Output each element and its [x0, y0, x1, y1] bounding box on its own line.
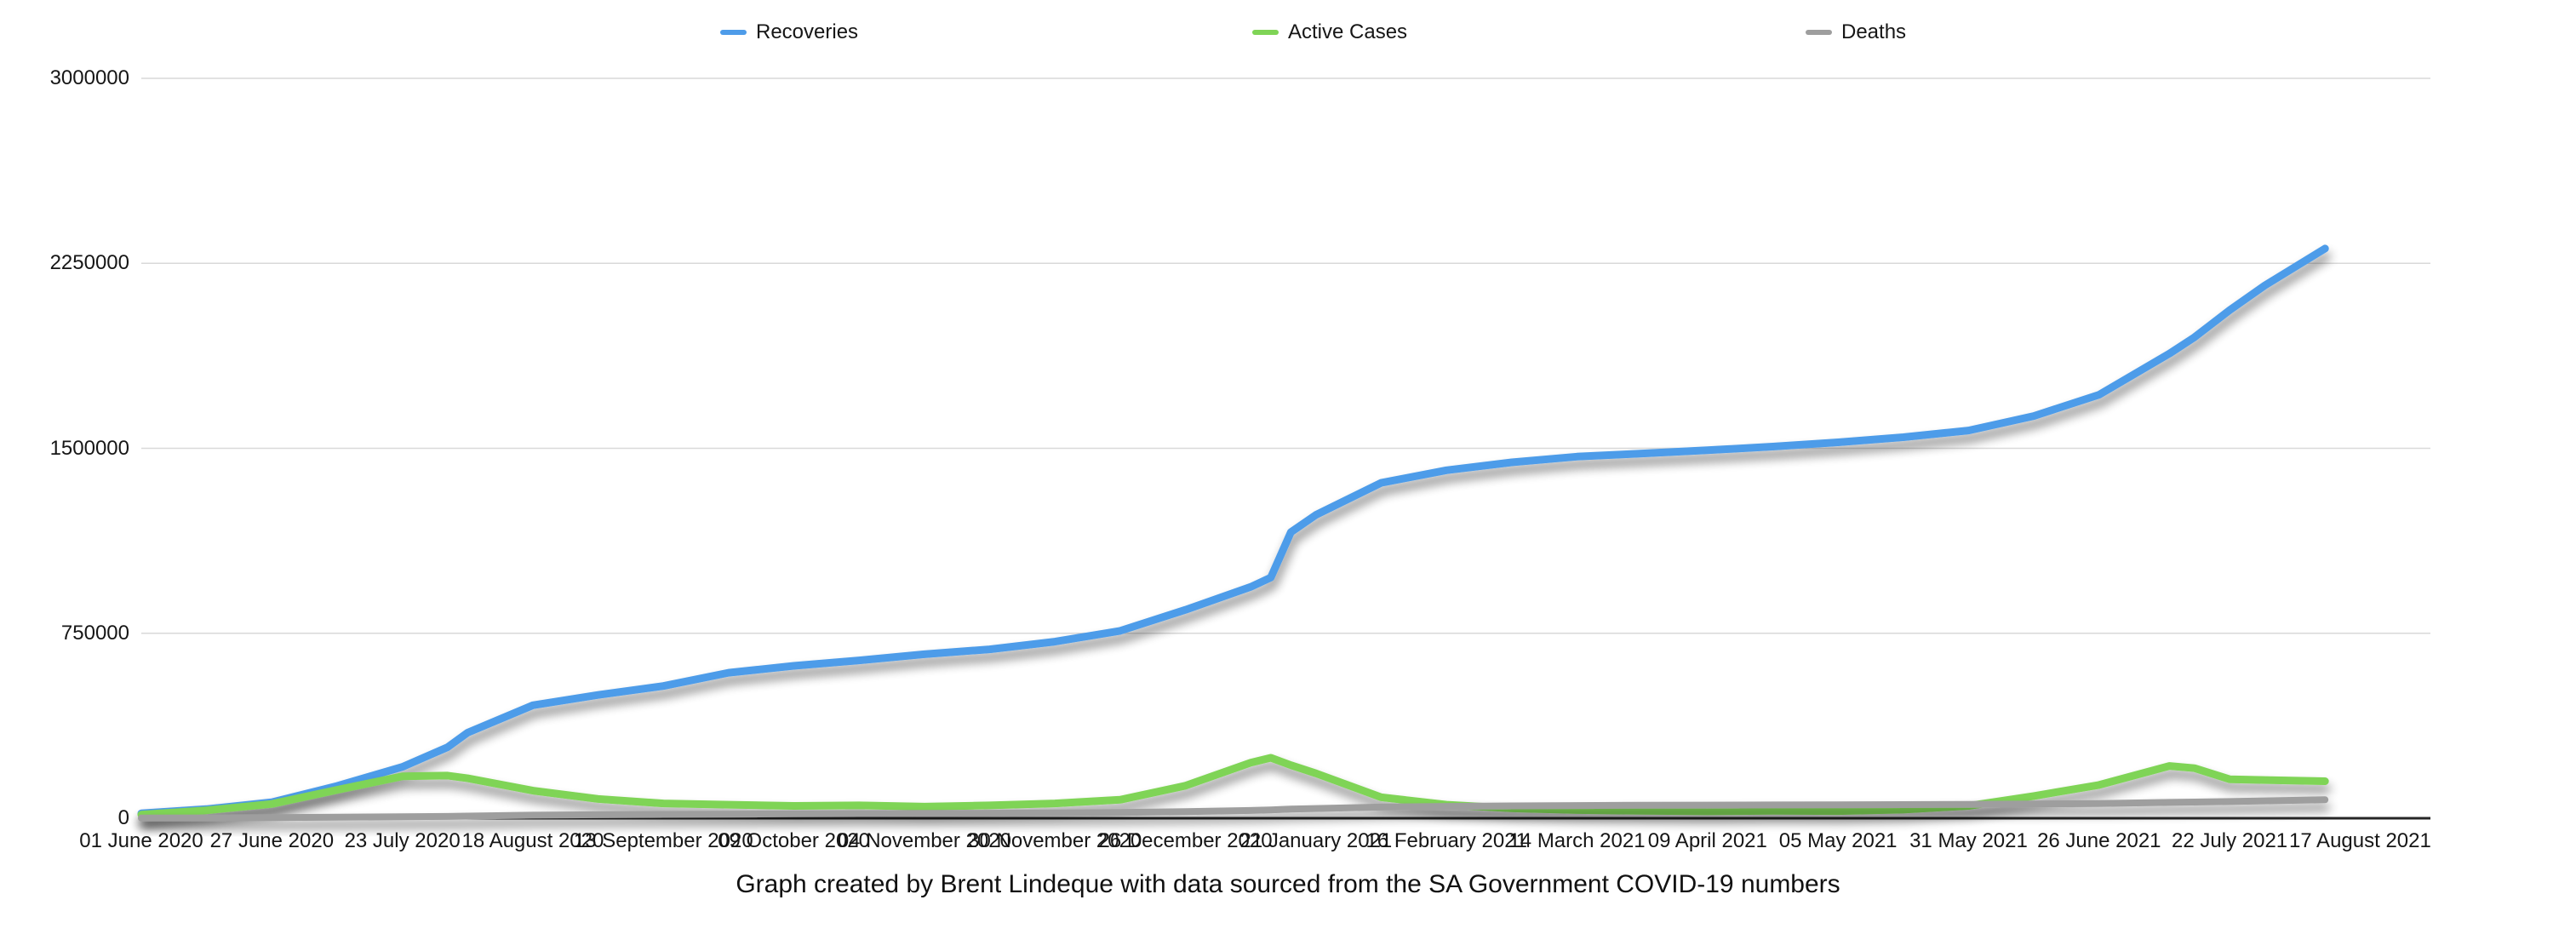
active-cases-line-swatch-icon — [1252, 30, 1279, 35]
y-axis-tick-label: 2250000 — [49, 251, 129, 275]
x-axis-tick-label: 22 July 2021 — [2172, 829, 2288, 852]
gridlines — [141, 77, 2430, 820]
x-axis-tick-label: 30 November 2020 — [968, 829, 1142, 852]
x-axis-tick-label: 23 July 2020 — [344, 829, 461, 852]
legend-item-deaths: Deaths — [1806, 20, 1906, 44]
legend-label-deaths: Deaths — [1841, 20, 1907, 43]
x-axis-tick-label: 05 May 2021 — [1778, 829, 1898, 852]
series-line-recoveries — [137, 244, 2329, 817]
recoveries-line-swatch-icon — [720, 30, 747, 35]
series-line-active-cases — [137, 754, 2329, 819]
x-axis-tick-label: 31 May 2021 — [1909, 829, 2028, 852]
x-axis-tick-label: 17 August 2021 — [2289, 829, 2431, 852]
legend-item-active-cases: Active Cases — [1252, 20, 1407, 44]
legend-label-recoveries: Recoveries — [756, 20, 859, 43]
y-axis-tick-label: 1500000 — [49, 436, 129, 460]
x-axis-tick-label: 14 March 2021 — [1508, 829, 1646, 852]
x-axis-tick-label: 01 June 2020 — [79, 829, 203, 852]
x-axis-tick-label: 13 September 2020 — [573, 829, 753, 852]
x-axis-tick-label: 26 December 2020 — [1098, 829, 1273, 852]
y-axis-tick-label: 0 — [117, 806, 129, 829]
series-lines — [137, 244, 2329, 822]
x-axis-tick-label: 09 April 2021 — [1647, 829, 1767, 852]
x-axis-tick-label: 26 June 2021 — [2037, 829, 2161, 852]
x-axis-tick-label: 18 August 2020 — [461, 829, 604, 852]
y-axis-tick-label: 3000000 — [49, 66, 129, 89]
y-axis-tick-label: 750000 — [60, 621, 129, 645]
deaths-line-swatch-icon — [1806, 30, 1832, 35]
x-axis-tick-label: 16 February 2021 — [1365, 829, 1527, 852]
x-axis-tick-label: 04 November 2020 — [837, 829, 1011, 852]
x-axis-tick-label: 27 June 2020 — [209, 829, 335, 852]
legend-label-active-cases: Active Cases — [1288, 20, 1408, 43]
x-axis-tick-label: 09 October 2020 — [718, 829, 870, 852]
legend-item-recoveries: Recoveries — [720, 20, 858, 44]
x-axis-tick-label: 21 January 2021 — [1239, 829, 1393, 852]
caption: Graph created by Brent Lindeque with dat… — [736, 870, 1840, 898]
series-line-deaths — [138, 796, 2329, 822]
